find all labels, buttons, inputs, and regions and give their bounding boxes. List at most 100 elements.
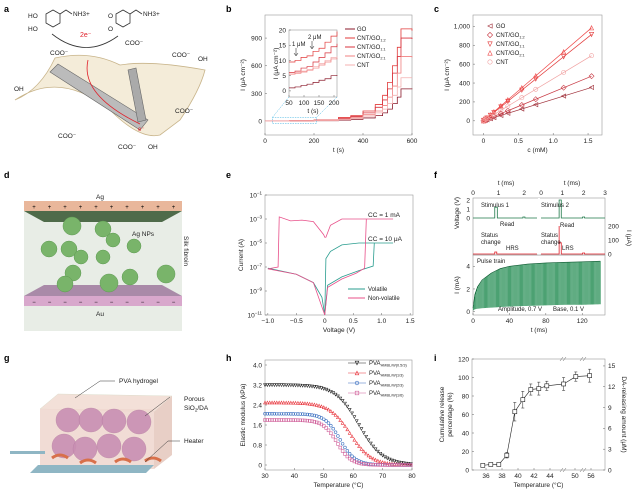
- current-tick-label: 0: [608, 251, 612, 258]
- ag-nps-label: Ag NPs: [132, 231, 155, 238]
- marker-triangle-up: [312, 402, 317, 407]
- x-tick-label: 0.5: [349, 318, 358, 325]
- annotation-hrs: HRS: [506, 246, 519, 252]
- marker-triangle-down: [284, 383, 289, 388]
- x-tick-label: 600: [407, 138, 418, 145]
- panel-label-d: d: [4, 170, 10, 180]
- current-tick-label: 100: [608, 237, 619, 244]
- silk-fibroin-label: Silk fibroin: [182, 236, 189, 266]
- marker-triangle-up: [326, 407, 331, 412]
- x-tick-label: 60: [350, 473, 358, 480]
- panel-label-a: a: [4, 4, 10, 14]
- marker-triangle-left: [532, 102, 539, 108]
- marker-square: [286, 418, 291, 422]
- panel-label-h: h: [226, 353, 232, 363]
- tick-exponent: −9: [257, 286, 263, 291]
- marker-triangle-down: [300, 383, 305, 388]
- y-tick-label: 2: [466, 286, 470, 293]
- x-tick-label: 0: [471, 318, 475, 325]
- y-tick-label: 1,000: [454, 24, 471, 31]
- group-coo-3: COO⁻: [172, 52, 191, 59]
- reactant-ho-2: HO: [28, 26, 38, 33]
- marker-circle: [505, 103, 511, 109]
- marker-triangle-down: [314, 385, 319, 390]
- marker-square: [402, 463, 406, 467]
- heater-coil: [51, 453, 69, 460]
- marker-circle: [345, 449, 350, 453]
- marker-triangle-down: [359, 427, 364, 432]
- sio2-sphere: [55, 407, 81, 433]
- legend-name: PVA: [369, 361, 381, 367]
- marker-diamond: [497, 110, 504, 117]
- legend-subscript: HMBL/W(2/3): [381, 384, 405, 388]
- marker-triangle-up: [300, 401, 305, 405]
- y-axis-label-line2: percentage (%): [447, 392, 454, 436]
- y-axis-label: Elastic modulus (kPa): [240, 384, 247, 447]
- inset-connector: [272, 96, 290, 118]
- top-x-tick-label: 0: [539, 190, 543, 197]
- marker-circle: [291, 412, 295, 416]
- marker-circle: [338, 438, 342, 442]
- y-axis-label: I (μA cm⁻²): [240, 59, 247, 91]
- group-coo-6: COO⁻: [118, 144, 137, 151]
- marker-diamond: [504, 107, 511, 114]
- marker-square: [366, 462, 371, 467]
- marker-triangle-down: [361, 431, 366, 435]
- marker-triangle-down: [340, 399, 345, 403]
- marker-triangle-down: [267, 383, 272, 388]
- marker-triangle-up: [263, 400, 267, 405]
- tick-base: 10: [250, 240, 258, 247]
- marker-circle: [329, 423, 333, 428]
- x-tick-label: 120: [577, 318, 588, 325]
- y-axis-label: Current (A): [238, 239, 245, 271]
- marker-square: [282, 418, 286, 422]
- marker-circle: [533, 86, 539, 92]
- x-tick-label: −1.0: [261, 318, 274, 325]
- particles-leader: [144, 396, 171, 417]
- marker-square: [277, 418, 281, 422]
- legend-subscript: HMBL/W(0.5/3): [381, 364, 408, 368]
- marker-circle: [305, 412, 310, 417]
- series-line-0: [267, 242, 394, 316]
- x-tick-label: 1.5: [406, 318, 415, 325]
- marker-circle: [300, 412, 305, 416]
- particles-label-post: /DA: [197, 405, 209, 412]
- marker-triangle-up: [293, 400, 298, 405]
- marker-triangle-up: [505, 97, 511, 103]
- y-tick-label: 15: [279, 43, 287, 50]
- tick-exponent: −1: [257, 190, 263, 195]
- marker-circle: [268, 412, 272, 416]
- bottom-electrode-au: [24, 296, 182, 306]
- annotation-status-change: Status change: [541, 233, 561, 246]
- marker-triangle-down: [291, 383, 296, 388]
- voltage-trace-1: [473, 206, 537, 219]
- top-x-axis-label-right: t (ms): [564, 180, 581, 187]
- tick-exponent: −3: [257, 214, 263, 219]
- marker-circle: [310, 413, 314, 417]
- illustration-d-memristor: Ag + − + − + − + − + − + − + − + − + − + − Ag NPs Silk fibr…: [24, 194, 189, 331]
- marker-square: [293, 418, 298, 422]
- marker-square: [263, 418, 267, 422]
- marker-triangle-up: [267, 400, 272, 405]
- marker-circle: [279, 412, 284, 416]
- marker-triangle-up: [373, 457, 378, 462]
- x-tick-label: 44: [546, 473, 554, 480]
- bottom-axes-frame: [472, 254, 606, 316]
- legend-name: CNT/GO: [357, 36, 381, 42]
- marker-square: [362, 462, 366, 466]
- legend-subscript: 1:1: [519, 45, 524, 49]
- marker-triangle-down: [378, 451, 383, 456]
- legend-subscript: 1:2: [380, 39, 385, 43]
- y-tick-label: 20: [279, 27, 287, 34]
- marker-circle: [352, 456, 357, 460]
- y-tick-label: 300: [251, 91, 262, 98]
- right-axis-label: DA-releasing amount (μM): [620, 376, 627, 452]
- panel-labels: a b c d e f g h i: [4, 4, 439, 363]
- series-line-1: [267, 216, 394, 316]
- marker-triangle-up: [345, 427, 350, 432]
- marker-square: [296, 418, 300, 422]
- arrow-2uM: [309, 41, 315, 50]
- marker-triangle-down: [277, 383, 281, 388]
